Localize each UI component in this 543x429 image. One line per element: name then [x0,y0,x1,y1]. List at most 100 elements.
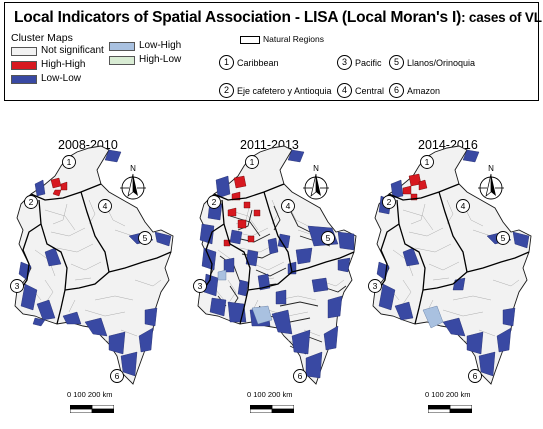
label-high-low: High-Low [139,54,182,65]
region-marker-circle [496,231,510,245]
region-marker-number: 4 [286,201,291,211]
label-low-high: Low-High [139,40,182,51]
region-marker-circle [468,369,482,383]
region-marker-circle [321,231,335,245]
low-low-cluster [229,229,243,245]
natural-region-boundary [64,271,110,291]
region-marker-circle [207,195,221,209]
swatch-low-high [109,42,135,51]
low-low-cluster [291,329,311,355]
low-low-cluster [337,257,351,273]
natural-region-boundary [422,271,468,291]
label-high-high: High-High [41,59,86,70]
low-low-cluster [237,279,249,297]
region-marker-2: 2 [219,83,234,98]
municipality-boundary [414,243,452,253]
north-arrow: N [478,164,504,200]
municipality-boundary [68,299,76,313]
region-marker-3: 3 [368,279,382,293]
region-marker-1: 1 [219,55,234,70]
region-marker-6: 6 [389,83,404,98]
high-high-cluster [231,191,241,201]
cluster-maps-heading: Cluster Maps [11,32,73,44]
legend-title: Local Indicators of Spatial Association … [14,9,542,27]
natural-region-boundary [396,199,426,291]
map-2014-2016: 1 2 4 5 3 6 N [368,145,532,385]
high-high-cluster [253,209,261,217]
low-low-cluster [108,331,126,355]
high-high-cluster [60,181,68,191]
high-high-cluster [50,177,62,189]
low-low-cluster [223,257,235,273]
municipality-boundary [134,279,162,287]
low-low-cluster [502,307,516,327]
region-marker-4: 4 [98,199,112,213]
map-1-scale-text: 0 100 200 km [67,390,113,399]
north-arrow-light-half [485,173,492,197]
municipality-boundary [452,295,492,301]
municipality-boundary [50,227,86,237]
region-marker-3: 3 [193,279,207,293]
region-marker-circle [193,279,207,293]
region-marker-number: 3 [198,281,203,291]
municipality-boundary [52,203,68,225]
municipality-boundary [402,209,434,231]
high-high-cluster [52,189,62,197]
natural-region-boundaries [201,183,355,325]
region-marker-6: 6 [293,369,307,383]
region-name-central: Central [355,86,385,96]
region-marker-number: 3 [15,281,20,291]
region-marker-2: 2 [382,195,396,209]
low-low-cluster [154,231,172,247]
low-low-cluster [337,231,355,251]
region-marker-circle [110,369,124,383]
natural-region-boundary [221,199,251,291]
low-low-cluster [394,301,414,321]
region-marker-number: 1 [425,157,430,167]
low-low-cluster [287,149,305,163]
municipality-boundary [442,309,484,317]
region-marker-4: 4 [281,199,295,213]
natural-region-boundary [201,223,225,293]
region-marker-5: 5 [321,231,335,245]
north-label: N [488,164,494,173]
high-high-cluster [247,235,255,243]
natural-region-boundary [247,271,293,291]
region-marker-circle [456,199,470,213]
swatch-natural-regions [240,36,260,44]
low-low-cluster [311,277,329,293]
high-high-cluster [243,201,251,209]
natural-region-boundary [414,289,424,325]
high-high-cluster [223,239,231,247]
region-marker-circle [293,369,307,383]
municipality-boundary [446,199,454,225]
low-low-cluster [144,307,158,327]
municipality-boundary [120,329,138,337]
map-2008-2010: 1 2 4 5 3 6 N [10,145,174,385]
swatch-low-low [11,75,37,84]
region-marker-5: 5 [389,55,404,70]
low-low-cluster [442,317,466,337]
municipality-boundary [84,309,126,317]
region-marker-number: 5 [143,233,148,243]
low-low-cluster [32,317,46,327]
region-marker-3: 3 [10,279,24,293]
natural-region-boundary [56,289,66,325]
municipality-boundary [289,209,311,233]
natural-region-boundary [30,183,102,201]
region-marker-circle [24,195,38,209]
legend-panel: Local Indicators of Spatial Association … [4,2,542,101]
region-marker-circle [368,279,382,293]
map-2-scale-bar: 0 100 200 km [247,390,295,418]
municipality-boundary [402,279,412,305]
legend-title-main: Local Indicators of Spatial Association … [14,9,462,26]
low-low-cluster [257,273,271,291]
low-low-cluster [466,331,484,355]
natural-region-boundary [18,223,42,293]
municipality-boundary [279,301,319,307]
region-marker-5: 5 [138,231,152,245]
north-arrow: N [303,164,329,200]
low-low-cluster [36,299,56,321]
label-not-significant: Not significant [41,45,104,56]
region-marker-circle [382,195,396,209]
